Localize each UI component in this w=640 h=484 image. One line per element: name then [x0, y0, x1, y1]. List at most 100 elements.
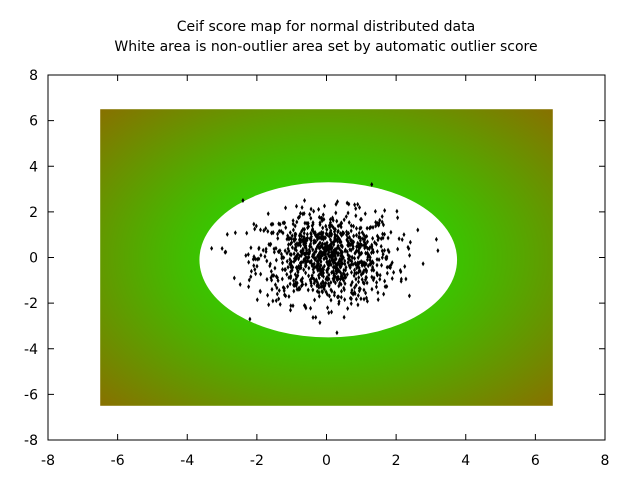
- data-point: [344, 264, 348, 270]
- data-point: [277, 288, 281, 294]
- data-point: [336, 228, 340, 234]
- data-point: [317, 242, 321, 248]
- data-point: [374, 284, 378, 290]
- data-point: [294, 203, 298, 209]
- data-point: [331, 253, 335, 259]
- data-point: [318, 320, 322, 326]
- data-point: [327, 258, 331, 264]
- data-point: [324, 242, 328, 248]
- data-point: [353, 202, 357, 208]
- data-point: [354, 206, 358, 212]
- data-point: [361, 259, 365, 265]
- data-point: [341, 270, 345, 276]
- data-point: [321, 289, 325, 295]
- data-point: [290, 240, 294, 246]
- data-point: [266, 211, 270, 217]
- data-point: [399, 278, 403, 284]
- data-point: [349, 296, 353, 302]
- data-point: [318, 222, 322, 228]
- data-point: [241, 197, 245, 203]
- data-point: [383, 278, 387, 284]
- data-point: [354, 296, 358, 302]
- data-point: [382, 247, 386, 253]
- data-point: [302, 259, 306, 265]
- data-point: [332, 273, 336, 279]
- data-point: [349, 228, 353, 234]
- data-point: [354, 225, 358, 231]
- data-point: [356, 255, 360, 261]
- data-point: [298, 210, 302, 216]
- data-point: [306, 251, 310, 257]
- data-point: [402, 232, 406, 238]
- data-point: [269, 221, 273, 227]
- data-point: [341, 230, 345, 236]
- data-point: [352, 233, 356, 239]
- data-point: [381, 222, 385, 228]
- data-point: [258, 227, 262, 233]
- data-point: [294, 265, 298, 271]
- data-point: [292, 238, 296, 244]
- data-point: [283, 267, 287, 273]
- data-point: [364, 274, 368, 280]
- data-point: [273, 265, 277, 271]
- data-point: [286, 246, 290, 252]
- data-point: [305, 231, 309, 237]
- data-point: [358, 245, 362, 251]
- data-point: [340, 243, 344, 249]
- data-point: [378, 217, 382, 223]
- data-point: [259, 271, 263, 277]
- data-point: [385, 284, 389, 290]
- data-point: [258, 288, 262, 294]
- data-point: [345, 232, 349, 238]
- data-point: [311, 220, 315, 226]
- data-point: [357, 230, 361, 236]
- data-point: [314, 264, 318, 270]
- data-point: [288, 235, 292, 241]
- data-point: [232, 275, 236, 281]
- data-point: [276, 235, 280, 241]
- data-point: [373, 239, 377, 245]
- data-point: [248, 316, 252, 322]
- data-point: [359, 216, 363, 222]
- data-point: [359, 259, 363, 265]
- data-point: [358, 268, 362, 274]
- data-point: [329, 287, 333, 293]
- data-point: [395, 208, 399, 214]
- data-point: [360, 242, 364, 248]
- data-point: [264, 246, 268, 252]
- x-tick-label: 2: [392, 453, 401, 469]
- data-point: [354, 249, 358, 255]
- data-point: [244, 253, 248, 259]
- data-point: [267, 302, 271, 308]
- data-point: [330, 223, 334, 229]
- data-point: [301, 211, 305, 217]
- data-point: [370, 286, 374, 292]
- data-point: [371, 259, 375, 265]
- data-point: [335, 218, 339, 224]
- data-point: [292, 282, 296, 288]
- data-point: [289, 275, 293, 281]
- data-point: [285, 250, 289, 256]
- data-point: [354, 276, 358, 282]
- data-point: [329, 254, 333, 260]
- data-point: [286, 284, 290, 290]
- y-tick-label: 2: [29, 205, 38, 221]
- data-point: [375, 249, 379, 255]
- data-point: [308, 211, 312, 217]
- data-point: [290, 233, 294, 239]
- data-point: [330, 245, 334, 251]
- data-point: [301, 226, 305, 232]
- data-point: [371, 264, 375, 270]
- data-point: [289, 264, 293, 270]
- data-point: [403, 263, 407, 269]
- data-point: [317, 206, 321, 212]
- data-point: [385, 264, 389, 270]
- data-point: [329, 297, 333, 303]
- data-point: [354, 213, 358, 219]
- data-point: [328, 224, 332, 230]
- data-point: [370, 274, 374, 280]
- data-point: [362, 296, 366, 302]
- data-point: [324, 276, 328, 282]
- data-point: [342, 278, 346, 284]
